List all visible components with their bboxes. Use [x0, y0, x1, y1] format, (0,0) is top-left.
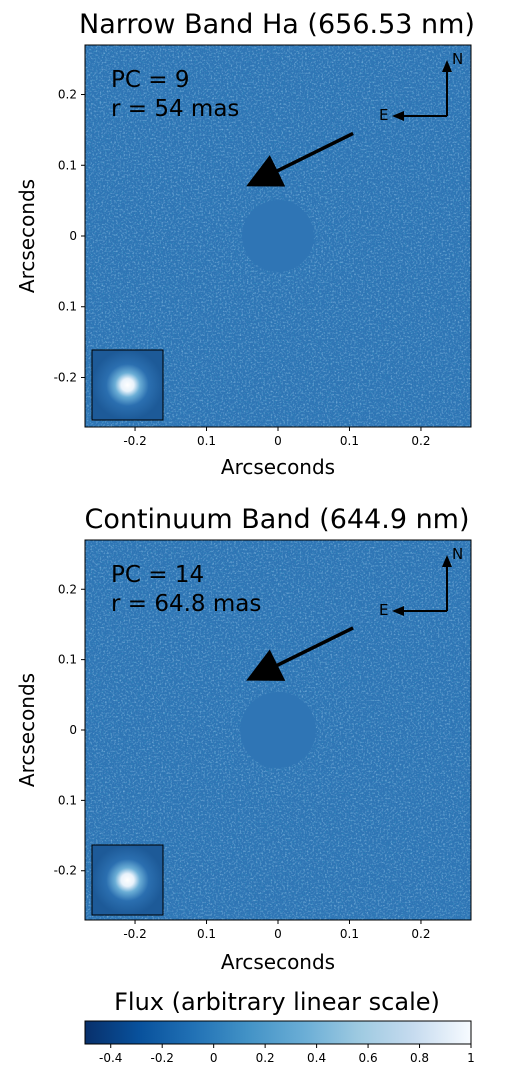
y-axis-label: Arcseconds — [15, 179, 39, 293]
colorbar-tick-label: 0.2 — [256, 1051, 275, 1065]
compass: N E — [379, 50, 463, 124]
x-tick-label: 0 — [274, 434, 282, 448]
x-axis-label: Arcseconds — [221, 950, 335, 974]
coronagraph-mask — [240, 692, 316, 768]
panel-title: Continuum Band (644.9 nm) — [84, 504, 469, 535]
colorbar-tick-label: -0.2 — [150, 1051, 173, 1065]
compass-north-label: N — [452, 545, 463, 563]
y-axis-label: Arcseconds — [15, 673, 39, 787]
psf-inset — [91, 349, 164, 421]
x-tick-label: 0.1 — [197, 434, 216, 448]
colorbar-tick-label: 1 — [467, 1051, 475, 1065]
x-tick-label: -0.2 — [123, 927, 146, 941]
y-tick-label: 0.1 — [58, 158, 77, 172]
compass-east-label: E — [379, 106, 388, 124]
pointer-arrow — [246, 131, 354, 187]
psf-inset — [91, 844, 164, 916]
pc-label: PC = 9 — [111, 67, 189, 93]
colorbar-tick-label: 0.8 — [410, 1051, 429, 1065]
x-tick-label: 0.2 — [411, 927, 430, 941]
colorbar-tick-label: 0.6 — [359, 1051, 378, 1065]
panel-title: Narrow Band Ha (656.53 nm) — [79, 9, 475, 40]
radius-label: r = 54 mas — [111, 96, 239, 122]
east-arrowhead-icon — [392, 606, 404, 616]
x-tick-label: 0.1 — [340, 927, 359, 941]
pc-label: PC = 14 — [111, 562, 204, 588]
compass: N E — [379, 545, 463, 619]
compass-east-label: E — [379, 601, 388, 619]
x-tick-label: 0.2 — [411, 434, 430, 448]
y-tick-label: 0 — [69, 723, 77, 737]
y-tick-label: 0.2 — [58, 88, 77, 102]
y-tick-label: -0.2 — [54, 864, 77, 878]
y-tick-label: 0.1 — [58, 793, 77, 807]
y-tick-label: 0.1 — [58, 300, 77, 314]
companion-source — [264, 172, 271, 179]
x-tick-label: 0.1 — [197, 927, 216, 941]
y-tick-label: 0.2 — [58, 582, 77, 596]
x-tick-label: 0.1 — [340, 434, 359, 448]
y-tick-label: 0.1 — [58, 653, 77, 667]
colorbar-tick-label: -0.4 — [99, 1051, 122, 1065]
colorbar-gradient — [84, 1020, 472, 1045]
colorbar: Flux (arbitrary linear scale) -0.4 -0.2 0 0… — [84, 988, 475, 1065]
radius-label: r = 64.8 mas — [111, 591, 261, 617]
colorbar-tick-label: 0 — [210, 1051, 218, 1065]
x-axis-label: Arcseconds — [221, 455, 335, 479]
colorbar-tick-label: 0.4 — [307, 1051, 326, 1065]
north-arrowhead-icon — [442, 555, 452, 567]
coronagraph-mask — [242, 200, 314, 272]
compass-north-label: N — [452, 50, 463, 68]
x-tick-label: -0.2 — [123, 434, 146, 448]
pointer-arrow — [246, 626, 354, 681]
colorbar-label: Flux (arbitrary linear scale) — [114, 988, 440, 1016]
narrow-band-panel: Narrow Band Ha (656.53 nm) PC = 9 r = 54… — [15, 9, 475, 479]
continuum-band-panel: Continuum Band (644.9 nm) PC = 14 r = 64… — [15, 504, 472, 974]
y-tick-label: 0 — [69, 229, 77, 243]
y-tick-label: -0.2 — [54, 370, 77, 384]
companion-source — [260, 670, 267, 677]
north-arrowhead-icon — [442, 60, 452, 72]
east-arrowhead-icon — [392, 111, 404, 121]
x-tick-label: 0 — [274, 927, 282, 941]
